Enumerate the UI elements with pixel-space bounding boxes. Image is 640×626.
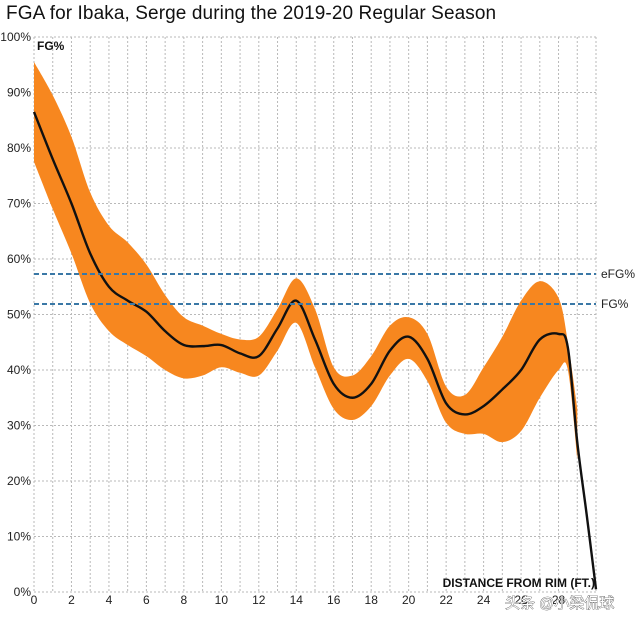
y-tick-label: 0% (14, 585, 32, 599)
watermark-text: 头条 @小梁侃球 (505, 595, 614, 612)
x-tick-label: 8 (181, 593, 188, 607)
x-tick-label: 28 (552, 593, 566, 607)
x-tick-label: 14 (290, 593, 304, 607)
x-tick-label: 20 (402, 593, 416, 607)
chart-title: FGA for Ibaka, Serge during the 2019-20 … (6, 3, 497, 24)
x-tick-label: 4 (106, 593, 113, 607)
x-tick-label: 10 (215, 593, 229, 607)
y-tick-label: 70% (7, 197, 31, 211)
y-tick-label: 80% (7, 141, 31, 155)
x-axis-label: DISTANCE FROM RIM (FT.) (443, 576, 595, 590)
y-tick-label: 40% (7, 363, 31, 377)
x-tick-label: 22 (439, 593, 453, 607)
confidence-band-layer (34, 61, 578, 459)
y-axis-label: FG% (37, 39, 65, 53)
x-tick-label: 26 (514, 593, 528, 607)
y-tick-label: 60% (7, 252, 31, 266)
x-tick-label: 18 (365, 593, 379, 607)
fg-confidence-band (34, 61, 578, 459)
y-tick-label: 30% (7, 419, 31, 433)
y-tick-label: 50% (7, 308, 31, 322)
y-tick-label: 90% (7, 86, 31, 100)
x-tick-label: 16 (327, 593, 341, 607)
tick-labels: 0%10%20%30%40%50%60%70%80%90%100%0 2 4 6 8 10… (0, 30, 565, 607)
y-tick-label: 100% (0, 30, 31, 44)
reference-label: eFG% (601, 267, 635, 281)
y-tick-label: 10% (7, 530, 31, 544)
y-tick-label: 20% (7, 474, 31, 488)
reference-lines: eFG% FG% (34, 267, 635, 311)
x-tick-label: 2 (68, 593, 75, 607)
x-tick-label: 24 (477, 593, 491, 607)
grid (33, 36, 597, 593)
x-tick-label: 12 (252, 593, 266, 607)
reference-label: FG% (601, 297, 629, 311)
x-tick-label: 6 (143, 593, 150, 607)
x-tick-label: 0 (31, 593, 38, 607)
